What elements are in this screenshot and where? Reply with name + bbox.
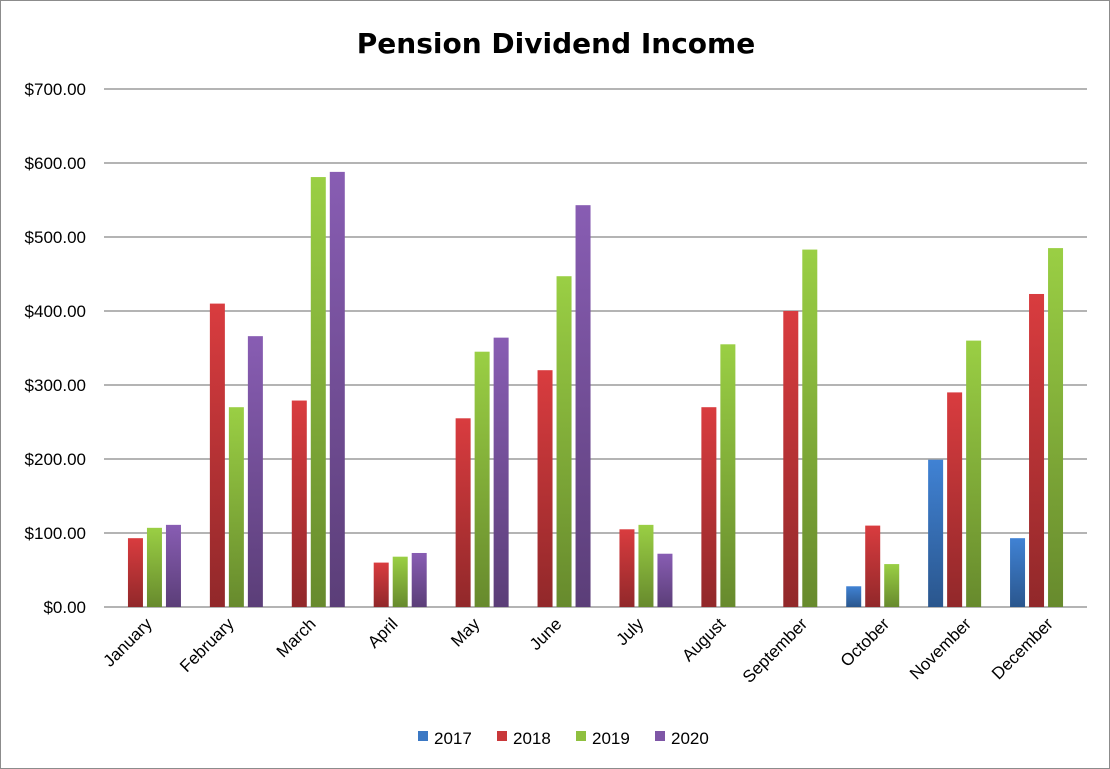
bar-2019-june <box>556 276 572 607</box>
legend-swatch-2019 <box>576 731 586 741</box>
bar-2018-october <box>865 525 881 607</box>
bar-2020-january <box>165 524 181 607</box>
legend-swatch-2018 <box>497 731 507 741</box>
bar-2018-september <box>783 311 799 607</box>
x-tick-label: July <box>612 614 647 649</box>
bar-2019-september <box>802 249 818 607</box>
x-tick-label: June <box>526 614 566 654</box>
legend-swatch-2020 <box>655 731 665 741</box>
x-tick-label: September <box>739 614 811 686</box>
bar-2018-november <box>947 392 963 607</box>
legend-label-2020: 2020 <box>671 729 709 748</box>
bar-2019-august <box>720 344 736 607</box>
bar-2019-october <box>884 564 900 607</box>
x-tick-label: August <box>678 614 729 665</box>
x-tick-label: May <box>447 614 483 650</box>
y-tick-label: $200.00 <box>25 450 86 469</box>
legend: 2017 2018 2019 2020 <box>418 729 709 748</box>
y-tick-label: $600.00 <box>25 154 86 173</box>
bar-2020-july <box>657 553 673 607</box>
x-tick-label: April <box>364 614 401 651</box>
bar-2019-december <box>1048 248 1064 607</box>
legend-label-2017: 2017 <box>434 729 472 748</box>
legend-label-2018: 2018 <box>513 729 551 748</box>
bar-2017-december <box>1010 538 1026 607</box>
bar-2020-june <box>575 205 591 607</box>
bar-2019-march <box>310 177 326 607</box>
y-axis-tick-labels: $0.00 $100.00 $200.00 $300.00 $400.00 $500.00… <box>25 80 86 617</box>
chart-title: Pension Dividend Income <box>357 27 755 60</box>
bar-2018-august <box>701 407 717 607</box>
x-axis-tick-labels: January February March April May June July Augu… <box>100 614 1058 687</box>
y-tick-label: $100.00 <box>25 524 86 543</box>
x-tick-label: November <box>906 614 975 683</box>
bar-2018-march <box>291 400 307 607</box>
bar-2020-may <box>493 337 509 607</box>
y-tick-label: $400.00 <box>25 302 86 321</box>
x-tick-label: October <box>837 614 893 670</box>
x-tick-label: March <box>273 614 320 661</box>
bar-2019-january <box>146 527 162 607</box>
bar-2019-november <box>966 340 982 607</box>
bar-2019-july <box>638 524 654 607</box>
legend-swatch-2017 <box>418 731 428 741</box>
x-tick-label: February <box>176 614 238 676</box>
x-tick-label: December <box>988 614 1057 683</box>
bar-2020-march <box>329 171 345 607</box>
legend-label-2019: 2019 <box>592 729 630 748</box>
y-tick-label: $0.00 <box>43 598 86 617</box>
bar-2020-april <box>411 552 427 607</box>
bar-2018-june <box>537 370 553 607</box>
x-tick-label: January <box>100 614 157 671</box>
bar-2018-december <box>1029 293 1045 607</box>
bar-2019-may <box>474 351 490 607</box>
y-tick-label: $700.00 <box>25 80 86 99</box>
bar-2020-february <box>247 336 263 607</box>
y-tick-label: $500.00 <box>25 228 86 247</box>
bar-2019-april <box>392 556 408 607</box>
bar-2017-november <box>928 459 944 607</box>
bar-2019-february <box>228 407 244 607</box>
bar-2018-may <box>455 418 471 607</box>
bars <box>127 171 1064 607</box>
bar-2018-july <box>619 529 635 607</box>
bar-2017-october <box>846 586 862 607</box>
bar-2018-february <box>209 303 225 607</box>
gridlines <box>104 88 1087 608</box>
bar-2018-january <box>127 538 143 607</box>
y-tick-label: $300.00 <box>25 376 86 395</box>
bar-2018-april <box>373 562 389 607</box>
